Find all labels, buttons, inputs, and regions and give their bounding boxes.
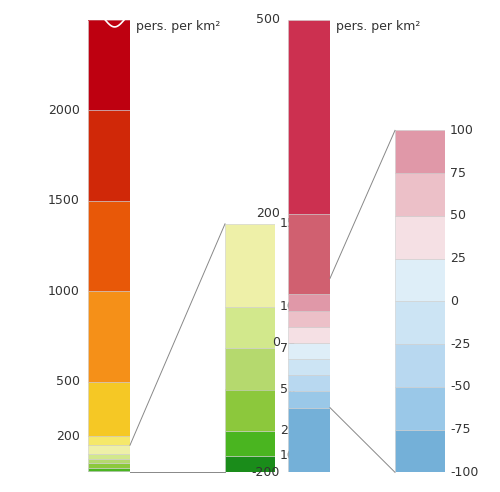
- Bar: [88, 382, 130, 436]
- Text: -75: -75: [450, 423, 470, 436]
- Bar: [288, 375, 330, 392]
- Bar: [88, 20, 130, 110]
- Bar: [395, 344, 445, 387]
- Bar: [395, 430, 445, 472]
- Text: 75: 75: [450, 167, 466, 180]
- Text: -200: -200: [252, 466, 280, 479]
- Text: pers. per km²: pers. per km²: [336, 20, 420, 32]
- Bar: [225, 307, 275, 348]
- Bar: [288, 343, 330, 359]
- Text: 0: 0: [450, 295, 458, 308]
- Text: 25: 25: [450, 252, 466, 265]
- Bar: [395, 173, 445, 216]
- Text: 50: 50: [280, 383, 296, 396]
- Bar: [395, 301, 445, 344]
- Bar: [225, 348, 275, 390]
- Text: 500: 500: [256, 13, 280, 26]
- Bar: [88, 436, 130, 445]
- Text: -25: -25: [450, 338, 470, 351]
- Text: 75: 75: [280, 341, 296, 355]
- Text: 100: 100: [280, 300, 304, 313]
- Bar: [225, 224, 275, 307]
- Bar: [288, 295, 330, 310]
- Bar: [288, 214, 330, 295]
- Text: 150: 150: [280, 217, 304, 230]
- Text: 50: 50: [450, 210, 466, 222]
- Text: pers. per km²: pers. per km²: [136, 20, 221, 32]
- Bar: [288, 310, 330, 327]
- Text: -100: -100: [450, 466, 478, 479]
- Text: 0: 0: [272, 337, 280, 349]
- Text: 200: 200: [56, 430, 80, 443]
- Text: -50: -50: [450, 380, 470, 393]
- Text: 100: 100: [450, 124, 474, 137]
- Bar: [88, 468, 130, 470]
- Bar: [225, 431, 275, 456]
- Bar: [288, 359, 330, 375]
- Text: 200: 200: [256, 207, 280, 220]
- Bar: [288, 327, 330, 343]
- Bar: [225, 456, 275, 472]
- Bar: [395, 216, 445, 259]
- Text: 500: 500: [56, 375, 80, 388]
- Text: 2000: 2000: [48, 104, 80, 117]
- Bar: [88, 110, 130, 201]
- Bar: [288, 20, 330, 214]
- Text: 25: 25: [280, 425, 296, 437]
- Bar: [225, 390, 275, 431]
- Bar: [288, 392, 330, 408]
- Bar: [395, 259, 445, 301]
- Text: 10: 10: [280, 449, 296, 462]
- Bar: [395, 130, 445, 173]
- Bar: [88, 454, 130, 459]
- Bar: [395, 387, 445, 430]
- Bar: [88, 459, 130, 463]
- Bar: [88, 291, 130, 382]
- Bar: [88, 470, 130, 472]
- Bar: [88, 445, 130, 454]
- Text: 1500: 1500: [48, 194, 80, 207]
- Bar: [88, 463, 130, 468]
- Bar: [288, 408, 330, 472]
- Text: 1000: 1000: [48, 285, 80, 298]
- Bar: [88, 201, 130, 291]
